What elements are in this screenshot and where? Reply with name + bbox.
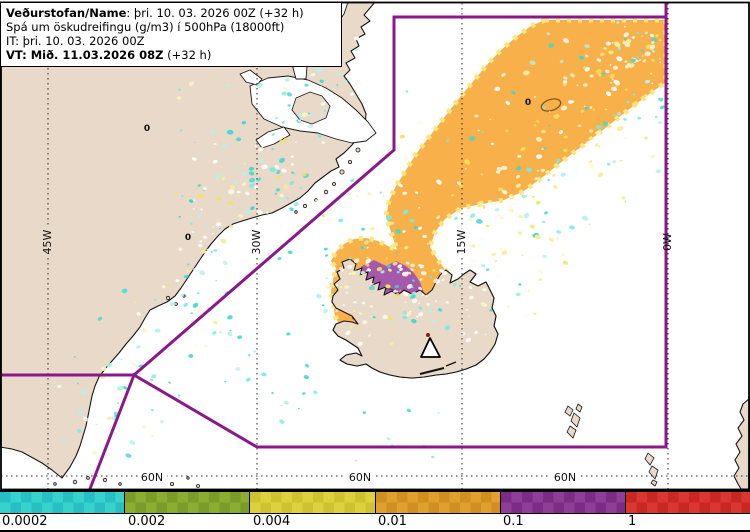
colorbar-segment <box>375 492 501 513</box>
vent-dot <box>426 333 430 337</box>
label-halo <box>346 470 375 483</box>
colorbar-label: 0.002 <box>128 514 166 529</box>
volcano-triangle-icon <box>420 337 441 358</box>
parallel-label: 60N <box>141 471 163 484</box>
jan-mayen-contour-ring <box>540 98 562 112</box>
colorbar-label: 0.01 <box>378 514 407 529</box>
label-halo <box>455 226 468 258</box>
meridian-label: 45W <box>41 229 54 254</box>
colorbar-label: 0.1 <box>503 514 524 529</box>
graticule: 45W 30W 15W 60N 60N 60N <box>1 3 749 489</box>
label-halo <box>40 226 54 258</box>
colorbar-segment <box>500 492 626 513</box>
ash-plume-band <box>328 17 669 351</box>
parallel-label: 60N <box>349 471 371 484</box>
contour-zero-label: 0 <box>144 124 150 134</box>
faroe-islands <box>564 403 583 439</box>
colorbar-label: 0.004 <box>253 514 291 529</box>
colorbar-segment <box>0 492 126 513</box>
info-line-valid-time: VT: Mið. 11.03.2026 08Z (+32 h) <box>6 48 212 62</box>
volcano-marker <box>420 333 441 358</box>
concentration-colorbar: 0.0002 0.002 0.004 0.01 0.1 1 <box>0 490 750 532</box>
fir-boundary <box>0 3 668 495</box>
contour-zero-label: 0 <box>525 98 531 108</box>
label-halo <box>138 470 167 483</box>
forecast-info-box: Veðurstofan/Name: þri. 10. 03. 2026 00Z … <box>0 2 342 67</box>
meridian-label: 0W <box>661 233 674 251</box>
colorbar-segment <box>625 492 750 513</box>
info-line-product: Spá um öskudreifingu (g/m3) í 500hPa (18… <box>6 20 285 34</box>
zero-contour-labels: 0 0 0 <box>144 98 531 243</box>
contour-zero-label: 0 <box>185 233 191 243</box>
info-line-init-time: IT: þri. 10. 03. 2026 00Z <box>6 34 145 48</box>
meridian-label: 15W <box>455 229 468 254</box>
colorbar-segment <box>250 492 376 513</box>
southern-islets <box>644 452 659 487</box>
map-frame <box>0 1 750 491</box>
meridian-label: 30W <box>250 229 263 254</box>
colorbar-labels: 0.0002 0.002 0.004 0.01 0.1 1 <box>0 514 750 530</box>
colorbar-swatches <box>0 492 750 514</box>
south-coast-marks <box>419 367 445 375</box>
info-line-issuer: Veðurstofan/Name: þri. 10. 03. 2026 00Z … <box>6 6 304 20</box>
label-halo <box>250 226 263 258</box>
parallel-label: 60N <box>554 471 576 484</box>
colorbar-segment <box>125 492 251 513</box>
coastal-islets <box>53 147 361 488</box>
colorbar-label: 1 <box>628 514 637 529</box>
label-halo <box>551 470 580 483</box>
south-coast-marks <box>445 361 457 367</box>
colorbar-label: 0.0002 <box>2 514 48 529</box>
scotland-coast <box>733 397 750 490</box>
ash-speckle-field <box>57 21 665 462</box>
